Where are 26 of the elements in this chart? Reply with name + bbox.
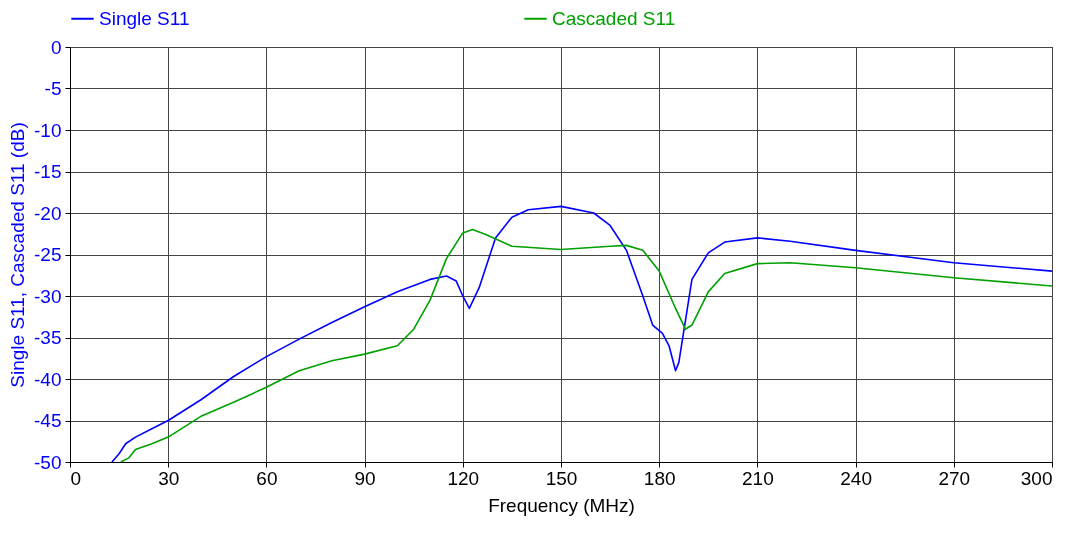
x-tick-label: 60 xyxy=(256,467,278,489)
x-tick-label: 210 xyxy=(742,467,774,489)
x-tick-label: 30 xyxy=(158,467,180,489)
y-tick-label: -20 xyxy=(34,202,62,224)
x-tick-label: 0 xyxy=(70,467,82,489)
y-tick-label: -40 xyxy=(34,368,62,390)
y-tick-label: -10 xyxy=(34,119,62,141)
x-tick-label: 90 xyxy=(354,467,376,489)
x-tick-label: 270 xyxy=(938,467,971,489)
y-axis-title: Single S11, Cascaded S11 (dB) xyxy=(7,122,29,388)
x-tick-label: 300 xyxy=(1020,467,1053,489)
y-tick-label: -50 xyxy=(34,451,62,473)
y-tick-label: -35 xyxy=(34,327,62,348)
x-tick-label: 120 xyxy=(447,467,480,489)
y-tick-label: -15 xyxy=(34,161,62,182)
legend-label: Cascaded S11 xyxy=(552,7,676,29)
x-tick-label: 150 xyxy=(545,467,578,489)
y-tick-label: -5 xyxy=(44,78,62,99)
x-tick-label: 240 xyxy=(840,467,872,489)
y-tick-label: 0 xyxy=(50,36,62,58)
y-tick-label: -25 xyxy=(34,244,62,265)
x-tick-label: 180 xyxy=(643,467,676,489)
x-axis-title: Frequency (MHz) xyxy=(488,494,635,516)
legend-label: Single S11 xyxy=(99,7,190,29)
y-tick-label: -30 xyxy=(34,285,62,307)
y-tick-label: -45 xyxy=(34,410,62,431)
